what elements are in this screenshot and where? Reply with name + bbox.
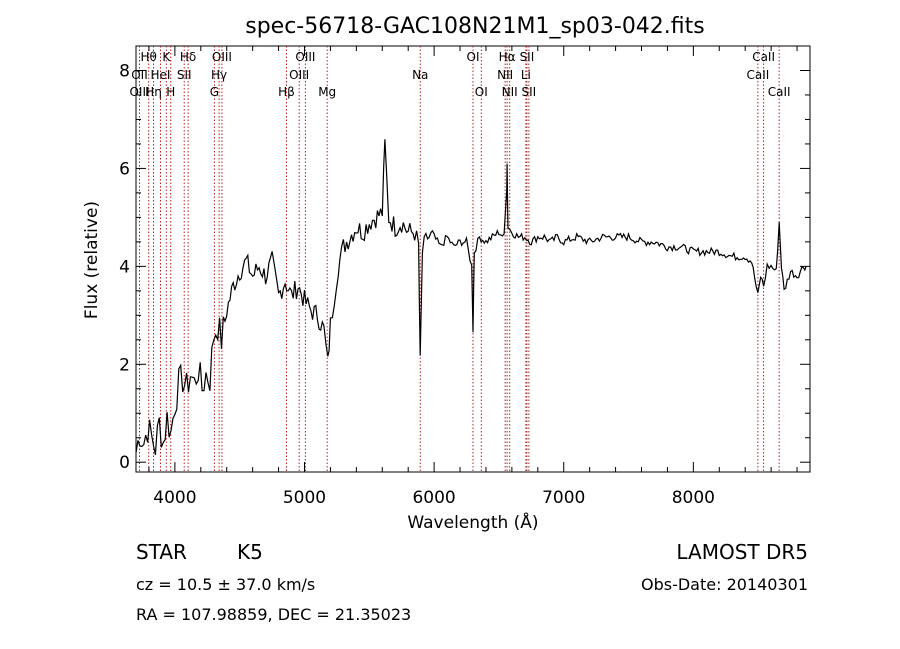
- y-axis-label: Flux (relative): [82, 201, 102, 319]
- line-marker-label-9: OIII: [212, 50, 232, 64]
- line-marker-label-0: Hθ: [141, 50, 157, 64]
- survey-name: LAMOST DR5: [676, 540, 808, 564]
- x-tick-label-4000: 4000: [153, 488, 196, 508]
- line-marker-label-18: OI: [475, 85, 488, 99]
- y-tick-label-0: 0: [119, 453, 130, 473]
- line-marker-label-15: Mg: [318, 85, 336, 99]
- chart-title: spec-56718-GAC108N21M1_sp03-042.fits: [245, 14, 705, 39]
- ra-dec-coordinates: RA = 107.98859, DEC = 21.35023: [136, 605, 411, 624]
- line-marker-label-4: HeI: [151, 68, 171, 82]
- cz-value: cz = 10.5 ± 37.0 km/s: [136, 575, 315, 594]
- line-marker-label-21: NII: [502, 85, 518, 99]
- y-tick-label-6: 6: [119, 159, 130, 179]
- observation-date: Obs-Date: 20140301: [641, 575, 808, 594]
- x-axis-label: Wavelength (Å): [407, 511, 538, 533]
- line-marker-label-8: SII: [177, 68, 192, 82]
- line-marker-label-5: K: [162, 50, 171, 64]
- line-marker-label-22: SII: [520, 50, 535, 64]
- line-marker-label-26: CaII: [746, 68, 769, 82]
- line-marker-label-23: Li: [521, 68, 531, 82]
- line-marker-label-6: H: [166, 85, 175, 99]
- object-subclass: K5: [237, 540, 263, 564]
- line-marker-label-19: Hα: [499, 50, 516, 64]
- line-marker-label-25: CaII: [752, 50, 775, 64]
- emission-line-markers: [138, 46, 780, 472]
- x-tick-label-6000: 6000: [412, 488, 455, 508]
- y-tick-label-2: 2: [119, 355, 130, 375]
- line-marker-label-3: Hη: [145, 85, 162, 99]
- line-marker-label-1: OII: [131, 68, 148, 82]
- line-marker-label-27: CaII: [768, 85, 791, 99]
- y-tick-label-4: 4: [119, 257, 130, 277]
- line-marker-label-2: OIII: [129, 85, 149, 99]
- line-marker-label-7: Hδ: [180, 50, 196, 64]
- line-marker-label-17: OI: [467, 50, 480, 64]
- line-marker-label-11: G: [210, 85, 219, 99]
- line-marker-label-12: OIII: [295, 50, 315, 64]
- x-tick-label-7000: 7000: [542, 488, 585, 508]
- line-marker-label-10: Hγ: [211, 68, 227, 82]
- spectrum-series-line: [135, 139, 807, 456]
- x-tick-label-8000: 8000: [672, 488, 715, 508]
- axis-ticks: 4000 5000 6000 7000 8000 0 2 4 6 8: [119, 46, 810, 508]
- line-marker-label-20: NII: [497, 68, 513, 82]
- x-tick-label-5000: 5000: [283, 488, 326, 508]
- line-marker-label-13: OIII: [289, 68, 309, 82]
- y-tick-label-8: 8: [119, 61, 130, 81]
- line-marker-label-24: SII: [522, 85, 537, 99]
- line-marker-label-14: Hβ: [278, 85, 295, 99]
- object-class: STAR: [136, 540, 187, 564]
- line-marker-label-16: Na: [412, 68, 428, 82]
